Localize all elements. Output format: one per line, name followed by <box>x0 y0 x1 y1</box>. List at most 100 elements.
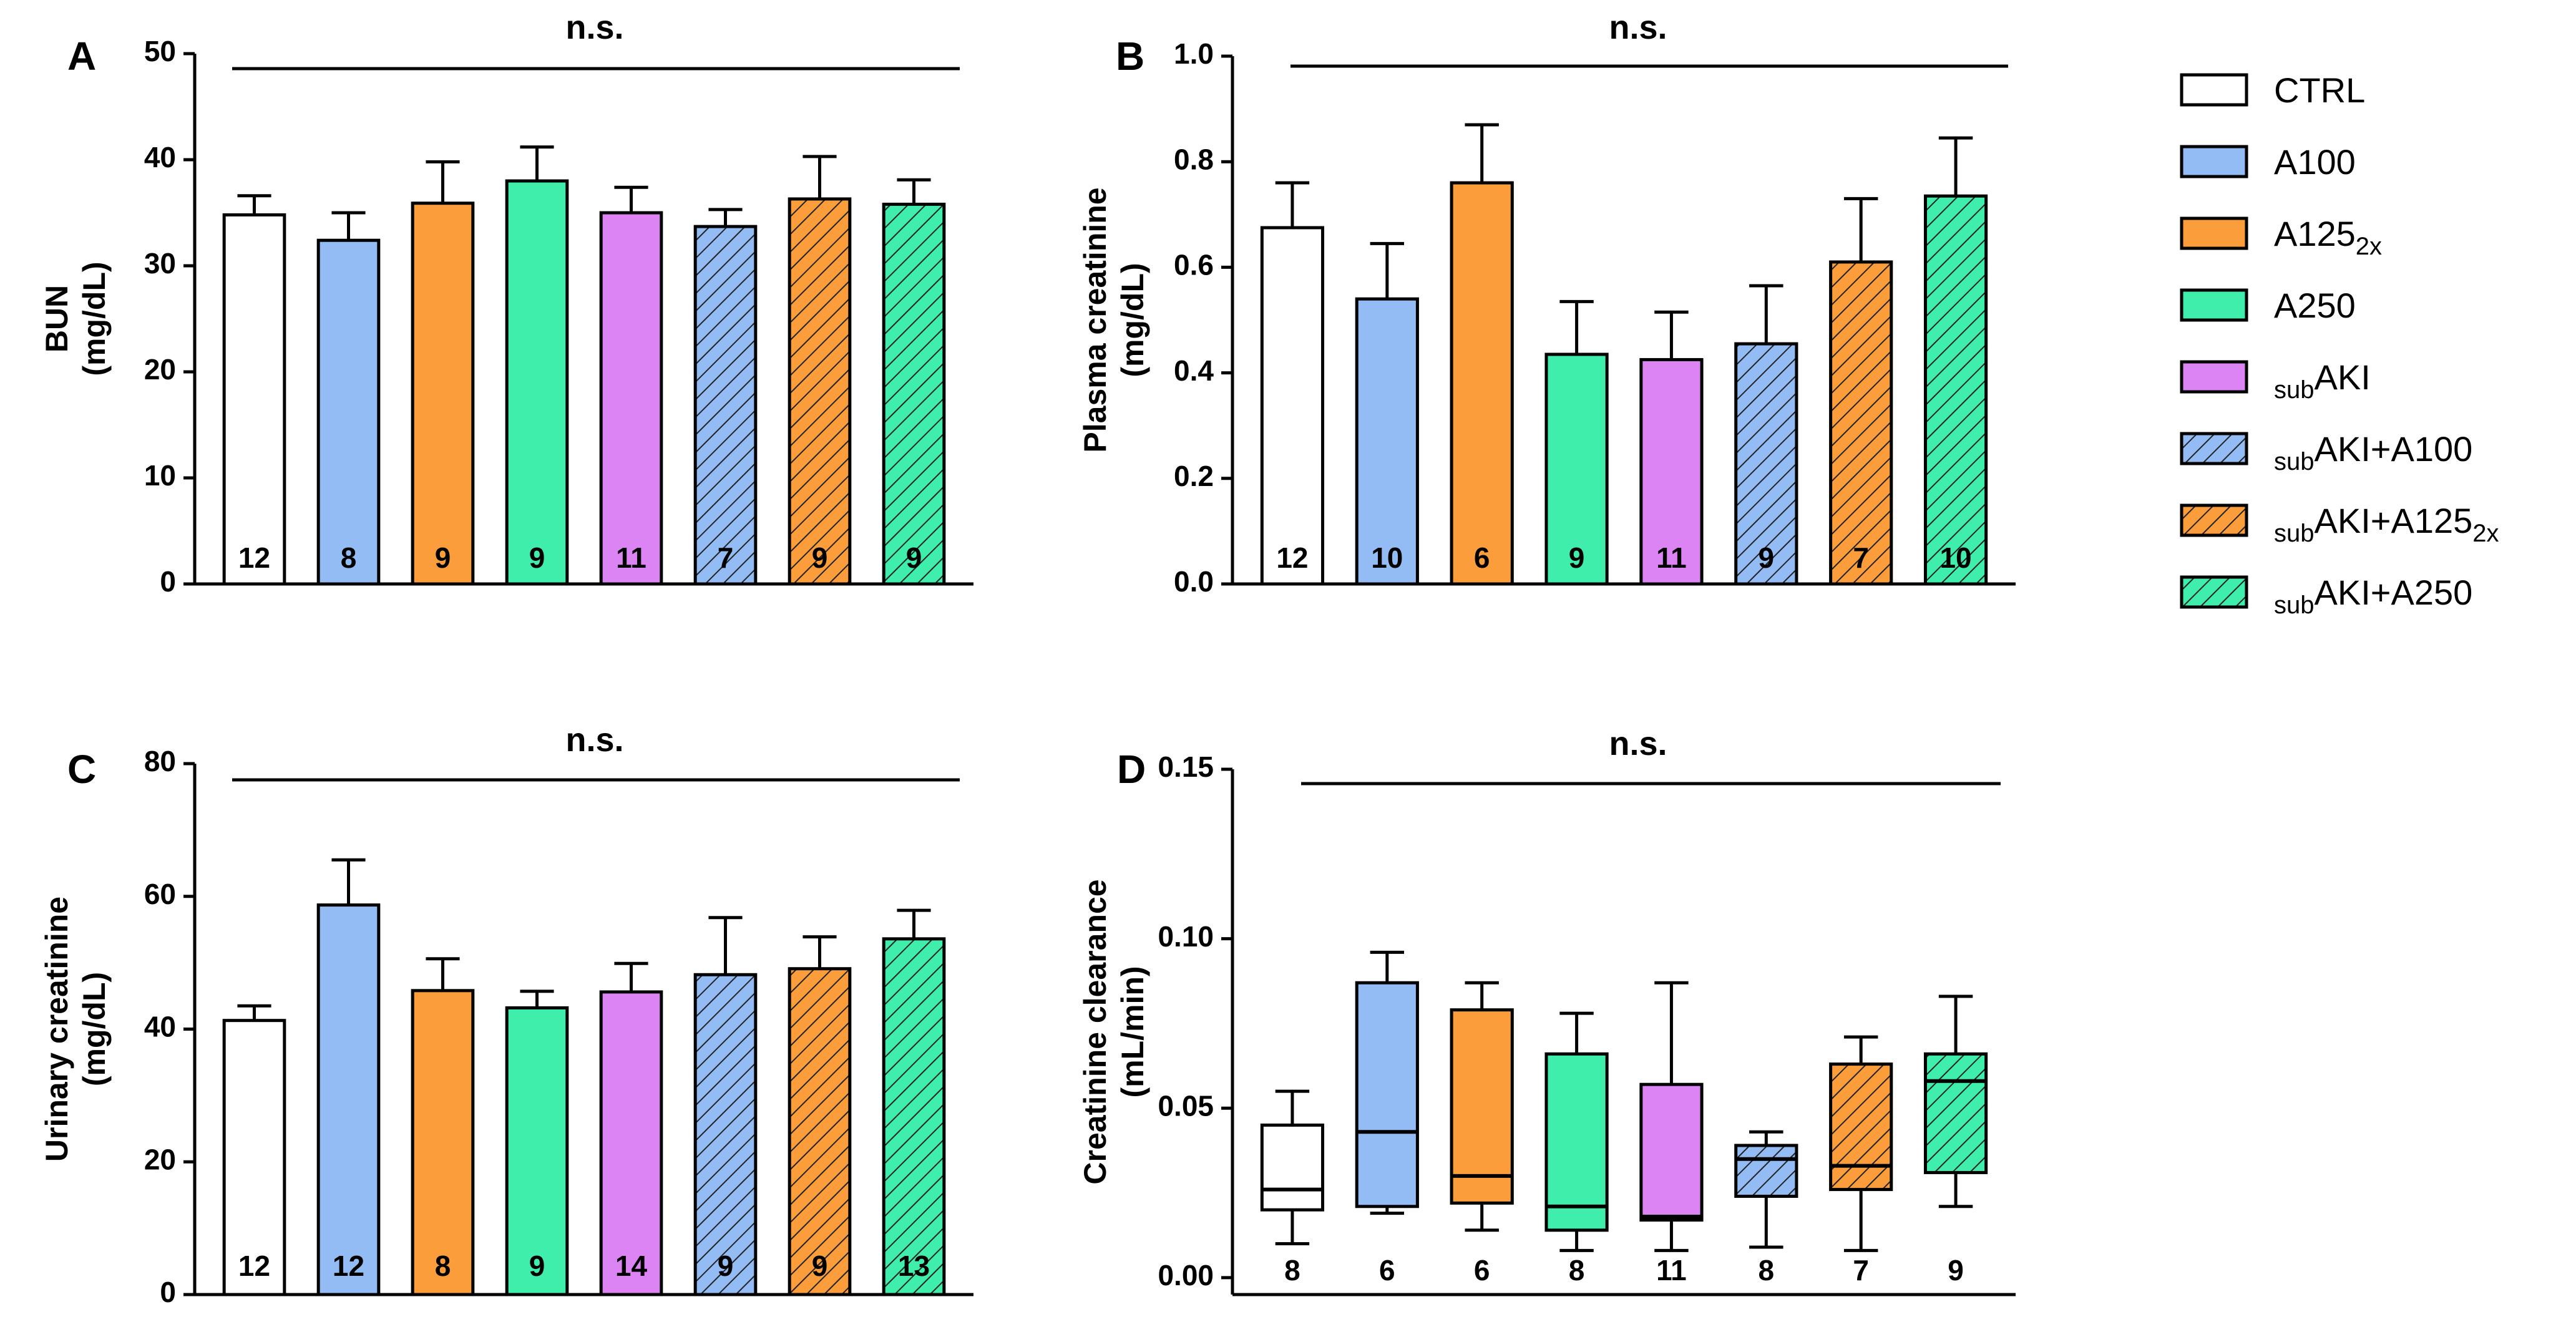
sample-count: 9 <box>906 542 922 574</box>
y-tick-label: 0.8 <box>1174 143 1214 175</box>
bar-subaki_a250 <box>882 937 946 1296</box>
legend-label-prefix: sub <box>2274 448 2315 475</box>
sample-count: 9 <box>1759 542 1775 574</box>
bar-subaki_a100 <box>1734 342 1798 586</box>
box-ctrl <box>1260 1123 1325 1212</box>
legend: CTRLA100A1252xA250subAKIsubAKI+A100subAK… <box>2180 70 2499 619</box>
panel-b: Bn.s. Plasma creatinine (mg/dL) 0.0 0.2 0.4 0.… <box>1078 9 2016 598</box>
legend-label-main: CTRL <box>2274 70 2365 110</box>
box-subaki_a250 <box>1923 1052 1988 1174</box>
legend-label-main: A250 <box>2274 286 2356 325</box>
panel-letter: A <box>67 34 96 79</box>
panel-c: Cn.s. Urinary creatinine (mg/dL) 0 20 40 60 80 1… <box>39 721 973 1308</box>
sample-count: 8 <box>341 542 357 574</box>
legend-label-main: A100 <box>2274 142 2356 182</box>
box-subaki_a125 <box>1829 1062 1893 1192</box>
y-tick-label: 0.05 <box>1158 1089 1214 1122</box>
panel-d: Dn.s. Creatinine clearance (mL/min) 0.00 0.0… <box>1078 725 2016 1296</box>
legend-label-subscript: 2x <box>2472 520 2499 547</box>
sample-count: 6 <box>1474 1254 1490 1286</box>
bar-a100 <box>316 238 381 586</box>
sample-count: 11 <box>616 542 646 574</box>
sample-count: 14 <box>615 1250 648 1282</box>
y-axis-label-line: (mg/dL) <box>77 972 112 1086</box>
legend-swatch <box>2180 73 2248 107</box>
sample-count: 7 <box>1853 542 1869 574</box>
bar-ctrl <box>222 1019 286 1296</box>
sample-count: 8 <box>435 1250 451 1282</box>
legend-label: subAKI+A1252x <box>2274 501 2499 547</box>
sample-count: 12 <box>333 1250 364 1282</box>
sample-count: 10 <box>1939 542 1971 574</box>
significance-label: n.s. <box>565 9 623 46</box>
box-subaki <box>1639 1082 1704 1222</box>
legend-swatch <box>2180 216 2248 250</box>
y-tick-label: 0 <box>160 565 176 598</box>
legend-label-main: AKI+A125 <box>2315 501 2473 540</box>
sample-count: 8 <box>1284 1254 1300 1286</box>
bar-subaki_a125 <box>1829 260 1893 586</box>
sample-count: 9 <box>1948 1254 1964 1286</box>
sample-count: 9 <box>529 542 545 574</box>
sample-count: 9 <box>718 1250 734 1282</box>
bar-a250 <box>505 179 569 586</box>
sample-count: 11 <box>1656 542 1687 574</box>
legend-item-a125: A1252x <box>2180 214 2382 260</box>
bar-a125 <box>411 989 475 1296</box>
y-axis-label-line: (mL/min) <box>1115 966 1150 1097</box>
bar-ctrl <box>222 213 286 586</box>
sample-count: 9 <box>529 1250 545 1282</box>
legend-swatch <box>2180 288 2248 322</box>
bar-ctrl <box>1260 226 1325 586</box>
y-tick-label: 0.4 <box>1174 354 1214 387</box>
bar-a250 <box>1544 352 1609 586</box>
significance-label: n.s. <box>1609 9 1667 46</box>
legend-swatch <box>2180 575 2248 609</box>
box-a250 <box>1544 1052 1609 1232</box>
bar-a100 <box>316 903 381 1296</box>
y-tick-label: 40 <box>144 141 176 173</box>
bar-subaki_a100 <box>693 973 758 1296</box>
sample-count: 6 <box>1474 542 1490 574</box>
sample-count: 9 <box>1569 542 1585 574</box>
y-tick-label: 1.0 <box>1174 37 1214 70</box>
bar-subaki_a125 <box>788 967 852 1296</box>
bar-a100 <box>1355 297 1419 586</box>
y-tick-label: 0.15 <box>1158 751 1214 783</box>
legend-label-prefix: sub <box>2274 520 2315 547</box>
box-subaki_a100 <box>1734 1144 1798 1198</box>
legend-label-prefix: sub <box>2274 376 2315 404</box>
significance-label: n.s. <box>565 721 623 759</box>
y-axis-label-line: Urinary creatinine <box>39 897 74 1162</box>
y-tick-label: 0.00 <box>1158 1259 1214 1291</box>
sample-count: 12 <box>238 1250 270 1282</box>
sample-count: 8 <box>1569 1254 1585 1286</box>
y-tick-label: 0.0 <box>1174 565 1214 598</box>
bar-subaki_a100 <box>693 225 758 586</box>
y-tick-label: 50 <box>144 35 176 67</box>
legend-label-main: AKI+A250 <box>2315 573 2473 612</box>
legend-swatch <box>2180 503 2248 537</box>
panel-a: An.s. BUN (mg/dL) 0 10 20 30 40 50 12 8 9 9 11 7 9 9 <box>39 9 973 598</box>
bar-a125 <box>1450 181 1514 586</box>
sample-count: 13 <box>898 1250 930 1282</box>
y-tick-label: 0.2 <box>1174 460 1214 492</box>
legend-label: A1252x <box>2274 214 2382 260</box>
legend-label-prefix: sub <box>2274 591 2315 619</box>
legend-item-subaki: subAKI <box>2180 357 2371 404</box>
bar-subaki_a250 <box>1923 194 1988 586</box>
y-tick-label: 30 <box>144 247 176 280</box>
y-tick-label: 0.10 <box>1158 920 1214 953</box>
bar-subaki <box>1639 357 1704 586</box>
legend-label-main: AKI+A100 <box>2315 429 2473 469</box>
sample-count: 10 <box>1371 542 1403 574</box>
legend-item-subaki_a250: subAKI+A250 <box>2180 573 2473 619</box>
legend-label: A100 <box>2274 142 2356 182</box>
legend-item-a100: A100 <box>2180 142 2356 182</box>
legend-label: A250 <box>2274 286 2356 325</box>
significance-label: n.s. <box>1609 725 1667 762</box>
sample-count: 11 <box>1656 1254 1687 1286</box>
legend-label: subAKI+A100 <box>2274 429 2472 475</box>
